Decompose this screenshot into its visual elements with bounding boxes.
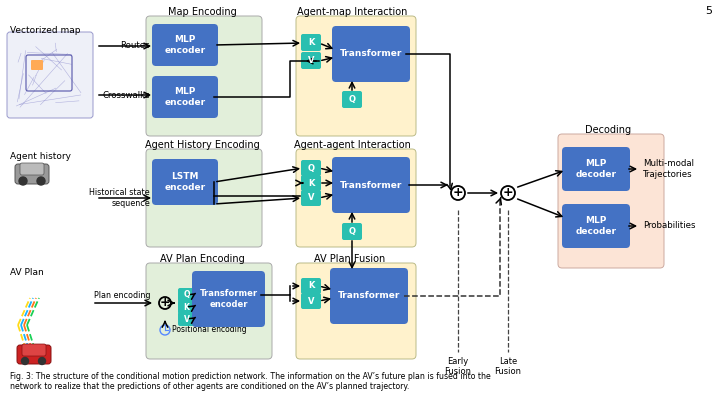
FancyBboxPatch shape [301,34,321,51]
Text: Routes: Routes [120,41,150,51]
Text: K: K [308,38,314,47]
Text: V: V [307,194,314,203]
FancyBboxPatch shape [152,24,218,66]
FancyBboxPatch shape [562,204,630,248]
FancyBboxPatch shape [296,149,416,247]
FancyBboxPatch shape [562,147,630,191]
Text: +: + [503,186,513,200]
Text: Vectorized map: Vectorized map [10,26,81,35]
Text: +: + [160,296,171,310]
FancyBboxPatch shape [31,60,43,70]
FancyBboxPatch shape [178,312,195,326]
FancyBboxPatch shape [558,134,664,268]
Text: Transformer
encoder: Transformer encoder [199,289,258,309]
FancyBboxPatch shape [178,288,195,302]
Text: Q: Q [184,290,190,300]
Text: Agent-map Interaction: Agent-map Interaction [297,7,408,17]
FancyBboxPatch shape [330,268,408,324]
FancyBboxPatch shape [296,16,416,136]
Text: Probabilities: Probabilities [643,221,696,231]
Text: Agent history: Agent history [10,152,71,161]
Text: K: K [308,282,314,290]
Text: Map Encoding: Map Encoding [168,7,236,17]
Text: V: V [307,56,314,65]
Text: K: K [184,302,189,312]
FancyBboxPatch shape [332,26,410,82]
FancyBboxPatch shape [332,157,410,213]
Text: Early
Fusion: Early Fusion [444,357,472,377]
Text: Decoding: Decoding [585,125,631,135]
FancyBboxPatch shape [301,52,321,69]
FancyBboxPatch shape [152,159,218,205]
Text: MLP
decoder: MLP decoder [575,216,616,236]
Text: Historical state
sequence: Historical state sequence [89,188,150,208]
Text: AV Plan Encoding: AV Plan Encoding [160,254,244,264]
FancyBboxPatch shape [146,149,262,247]
Text: Transformer: Transformer [340,49,402,59]
FancyBboxPatch shape [342,91,362,108]
Text: Q: Q [348,95,356,104]
Circle shape [38,358,45,365]
Text: Late
Fusion: Late Fusion [495,357,521,377]
Text: MLP
decoder: MLP decoder [575,159,616,179]
Text: Agent History Encoding: Agent History Encoding [145,140,259,150]
FancyBboxPatch shape [178,300,195,314]
Text: V: V [184,314,189,324]
Text: Positional encoding: Positional encoding [172,326,247,334]
Circle shape [19,177,27,185]
Text: Q: Q [348,227,356,236]
Text: Transformer: Transformer [340,180,402,190]
FancyBboxPatch shape [7,32,93,118]
Text: AV Plan: AV Plan [10,268,44,277]
Text: K: K [308,178,314,188]
Text: LSTM
encoder: LSTM encoder [164,172,206,192]
FancyBboxPatch shape [301,293,321,309]
FancyBboxPatch shape [146,16,262,136]
Text: 5: 5 [705,6,712,16]
Text: Transformer: Transformer [338,292,400,300]
FancyBboxPatch shape [301,278,321,294]
Text: V: V [307,296,314,306]
Text: AV Plan Fusion: AV Plan Fusion [315,254,386,264]
Text: +: + [453,186,463,200]
FancyBboxPatch shape [15,164,49,184]
Text: MLP
encoder: MLP encoder [164,35,206,55]
FancyBboxPatch shape [301,175,321,191]
FancyBboxPatch shape [152,76,218,118]
FancyBboxPatch shape [301,160,321,176]
Text: MLP
encoder: MLP encoder [164,87,206,107]
Text: Multi-modal
Trajectories: Multi-modal Trajectories [643,159,694,179]
FancyBboxPatch shape [296,263,416,359]
Circle shape [22,358,29,365]
Text: Q: Q [307,164,315,172]
Text: Plan encoding: Plan encoding [94,290,150,300]
FancyBboxPatch shape [146,263,272,359]
FancyBboxPatch shape [22,344,46,356]
FancyBboxPatch shape [301,190,321,206]
Text: network to realize that the predictions of other agents are conditioned on the A: network to realize that the predictions … [10,382,410,391]
Text: Crosswalks: Crosswalks [102,91,150,99]
FancyBboxPatch shape [17,345,51,364]
FancyBboxPatch shape [342,223,362,240]
FancyBboxPatch shape [20,163,44,175]
Text: Fig. 3: The structure of the conditional motion prediction network. The informat: Fig. 3: The structure of the conditional… [10,372,491,381]
Circle shape [37,177,45,185]
Text: Agent-agent Interaction: Agent-agent Interaction [294,140,410,150]
FancyBboxPatch shape [192,271,265,327]
